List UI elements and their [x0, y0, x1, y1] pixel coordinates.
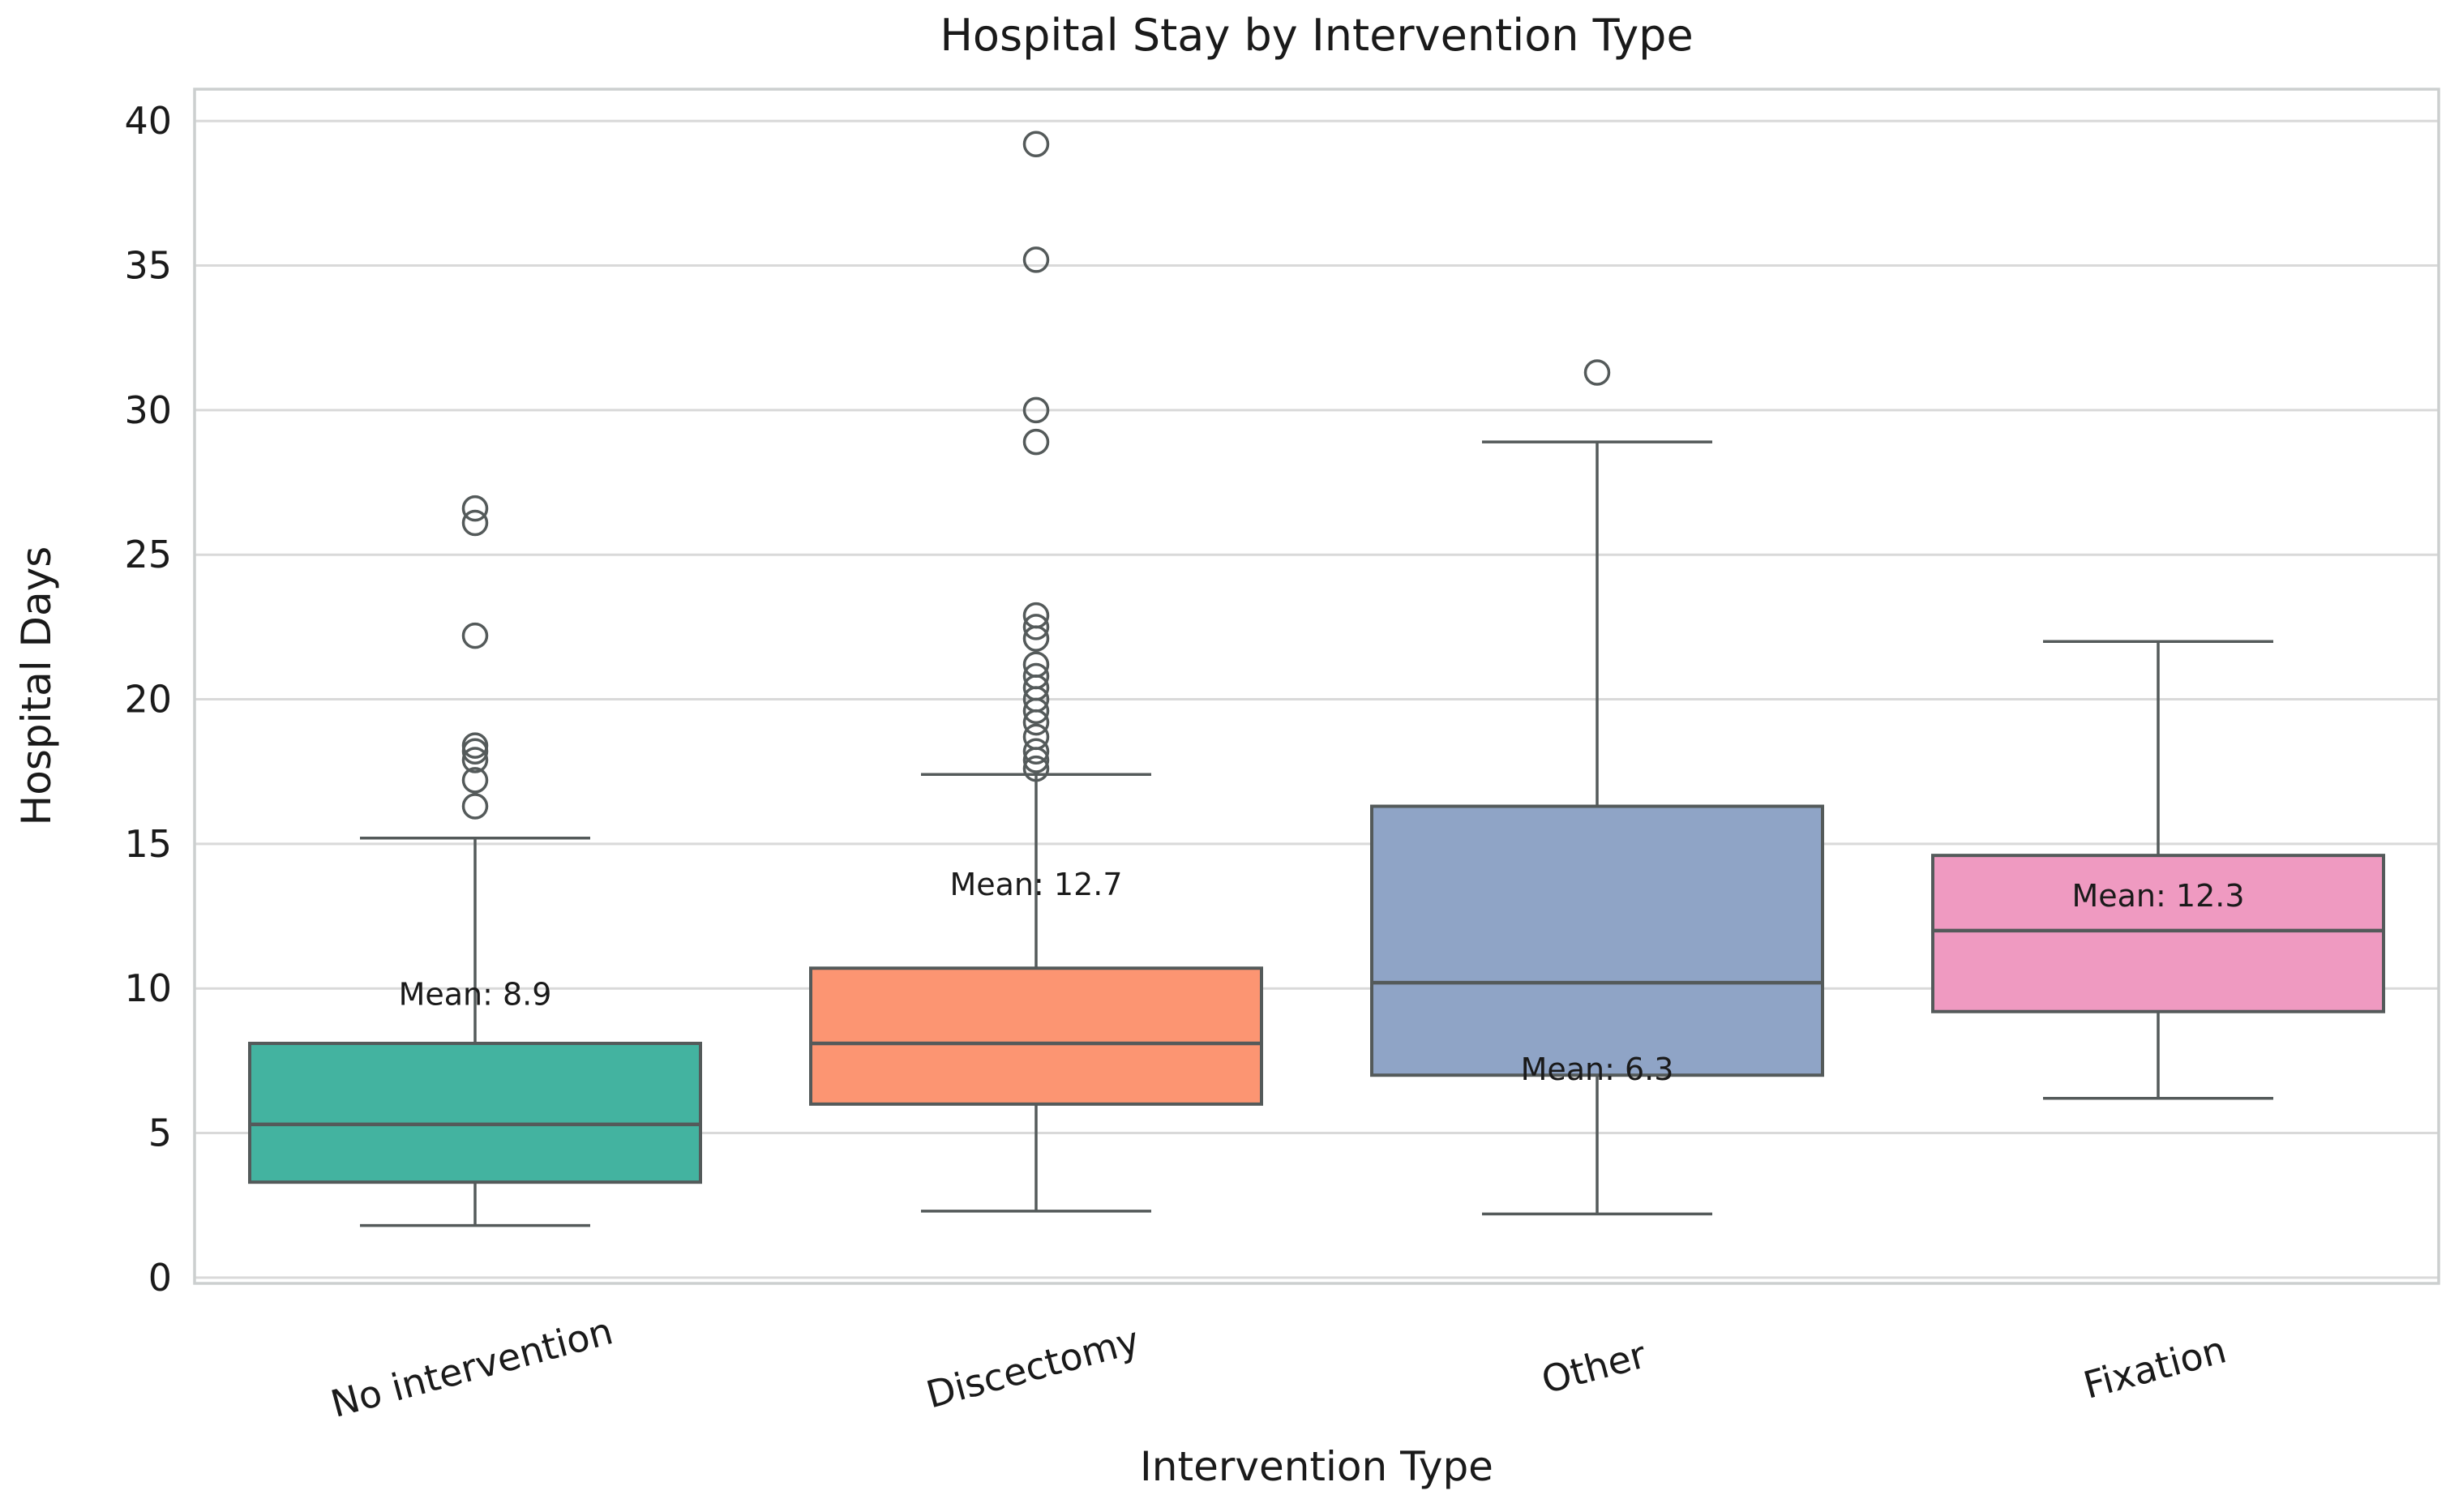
axes-spines [193, 88, 2440, 1285]
mean-annotation: Mean: 8.9 [399, 976, 552, 1012]
boxplot-series: Mean: 8.9 Mean: 12.7 Mean: 6.3 Mean: 12.3 [248, 131, 2385, 1227]
outlier-marker [1022, 723, 1050, 751]
outlier-marker [461, 509, 489, 537]
outlier-marker [1022, 396, 1050, 424]
outlier-marker [1583, 359, 1611, 386]
y-axis-label: Hospital Days [13, 546, 60, 826]
outlier-marker [1022, 246, 1050, 273]
mean-annotation: Mean: 6.3 [1521, 1052, 1674, 1087]
outlier-marker [1022, 662, 1050, 690]
y-tick-20: 20 [124, 678, 172, 722]
y-tick-35: 35 [124, 244, 172, 288]
x-axis-label: Intervention Type [1140, 1443, 1493, 1490]
y-tick-30: 30 [124, 388, 172, 432]
outlier-marker [461, 622, 489, 649]
outlier-marker [1022, 614, 1050, 640]
iqr-box [1931, 854, 2385, 1013]
y-tick-40: 40 [124, 99, 172, 143]
iqr-box [1370, 804, 1824, 1077]
iqr-box [809, 966, 1263, 1106]
chart-title: Hospital Stay by Intervention Type [940, 10, 1693, 61]
plot-border [193, 88, 2440, 1285]
y-tick-10: 10 [124, 966, 172, 1010]
mean-annotation: Mean: 12.7 [949, 867, 1122, 902]
outlier-marker [1022, 131, 1050, 158]
y-tick-15: 15 [124, 822, 172, 866]
iqr-box [248, 1041, 702, 1184]
y-tick-5: 5 [148, 1112, 172, 1155]
outlier-marker [461, 732, 489, 759]
outlier-marker [461, 767, 489, 794]
outlier-marker [1022, 428, 1050, 456]
outlier-marker [461, 793, 489, 820]
boxplot-no-intervention: Mean: 8.9 [248, 495, 702, 1227]
mean-annotation: Mean: 12.3 [2071, 878, 2244, 914]
boxplot-fixation: Mean: 12.3 [1931, 640, 2385, 1100]
outlier-marker [1022, 602, 1050, 629]
outlier-marker [461, 495, 489, 522]
outlier-marker [1022, 755, 1050, 782]
y-tick-0: 0 [148, 1256, 172, 1300]
boxplot-discectomy: Mean: 12.7 [809, 131, 1263, 1213]
y-tick-25: 25 [124, 533, 172, 576]
y-tick-labels: 0 5 10 15 20 25 30 35 40 [124, 99, 172, 1300]
boxplot-other: Mean: 6.3 [1370, 359, 1824, 1216]
outlier-marker [1022, 651, 1050, 679]
outlier-marker [1022, 738, 1050, 765]
outlier-marker [461, 747, 489, 773]
